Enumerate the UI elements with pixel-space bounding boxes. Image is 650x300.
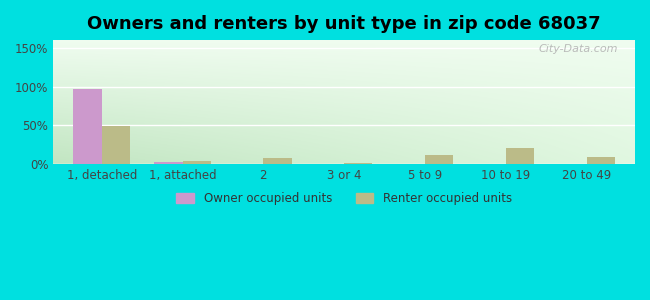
Bar bbox=[101, 126, 130, 164]
Bar bbox=[183, 161, 211, 164]
Title: Owners and renters by unit type in zip code 68037: Owners and renters by unit type in zip c… bbox=[87, 15, 601, 33]
Bar bbox=[344, 163, 372, 164]
Bar bbox=[425, 155, 453, 164]
Text: City-Data.com: City-Data.com bbox=[538, 44, 617, 54]
Bar bbox=[586, 157, 615, 164]
Bar bbox=[154, 162, 183, 164]
Bar bbox=[506, 148, 534, 164]
Bar bbox=[263, 158, 292, 164]
Bar bbox=[73, 89, 101, 164]
Legend: Owner occupied units, Renter occupied units: Owner occupied units, Renter occupied un… bbox=[172, 188, 517, 210]
